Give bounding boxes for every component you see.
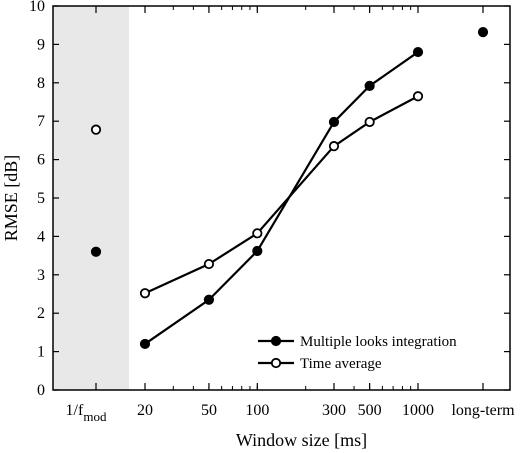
y-tick-label: 3 (37, 267, 45, 284)
legend-label: Time average (300, 356, 382, 372)
legend-marker (270, 357, 282, 369)
data-point-time-average (364, 116, 375, 128)
x-tick-label: 1000 (402, 402, 434, 419)
x-tick-label: 50 (201, 402, 217, 419)
y-tick-label: 2 (37, 305, 45, 322)
data-point-time-average (412, 91, 424, 102)
y-tick-label: 6 (37, 152, 45, 169)
data-point-time-average (90, 124, 102, 135)
y-axis-title: RMSE [dB] (1, 155, 21, 242)
data-point-multiple-looks (477, 27, 489, 38)
shaded-region-1-fmod (53, 6, 129, 390)
data-point-time-average (252, 228, 263, 239)
x-tick-label: long-term (451, 402, 515, 419)
data-point-multiple-looks (203, 294, 215, 305)
y-tick-label: 0 (37, 382, 45, 399)
y-tick-label: 10 (29, 0, 45, 15)
x-tick-label: 100 (245, 402, 269, 419)
x-axis-title: Window size [ms] (236, 430, 367, 450)
data-point-multiple-looks (328, 116, 340, 128)
y-tick-label: 7 (37, 113, 45, 130)
data-point-time-average (328, 141, 340, 152)
data-point-time-average (203, 258, 215, 270)
data-point-multiple-looks (252, 245, 263, 257)
data-point-multiple-looks (139, 338, 151, 350)
y-tick-label: 9 (37, 36, 45, 53)
y-tick-label: 1 (37, 344, 45, 361)
x-tick-label: 300 (322, 402, 346, 419)
legend-marker (270, 335, 282, 347)
x-tick-label: 1/fmod (66, 402, 107, 424)
x-tick-label: 20 (137, 402, 153, 419)
data-point-multiple-looks (90, 246, 102, 257)
series-line-1 (144, 95, 419, 295)
series-line-0 (144, 51, 419, 345)
y-tick-label: 5 (37, 190, 45, 207)
legend-label: Multiple looks integration (300, 334, 457, 350)
x-tick-label: 500 (358, 402, 382, 419)
y-tick-label: 8 (37, 75, 45, 92)
data-point-multiple-looks (364, 80, 375, 91)
data-point-multiple-looks (412, 46, 424, 58)
y-tick-label: 4 (37, 228, 45, 245)
x-tick-label-subscript: mod (83, 409, 107, 424)
data-point-time-average (139, 288, 151, 299)
